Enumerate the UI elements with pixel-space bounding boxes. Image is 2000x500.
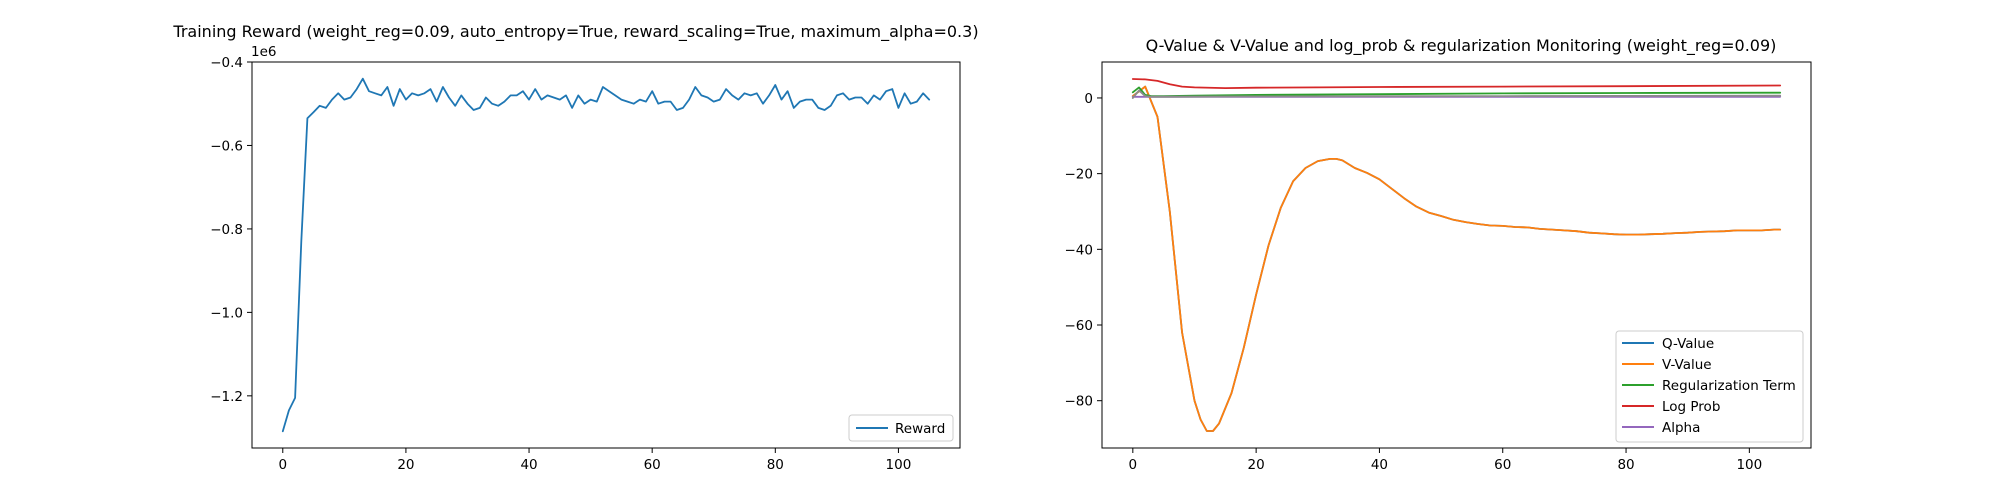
legend: Q-Value V-Value Regularization Term Log …: [1615, 330, 1804, 443]
x-tick-label: 80: [1617, 457, 1634, 473]
legend-label-v-value: V-Value: [1662, 357, 1712, 373]
x-tick-label: 100: [1736, 457, 1762, 473]
y-tick-label: −20: [1065, 167, 1094, 183]
legend-label-q-value: Q-Value: [1662, 336, 1714, 352]
x-tick-label: 80: [767, 457, 784, 473]
y-scale-label: 1e6: [251, 44, 276, 60]
x-tick-label: 0: [278, 457, 287, 473]
y-tick-label: −60: [1065, 318, 1094, 334]
series-line-unlabeled: [1131, 89, 1782, 99]
x-tick-label: 0: [1129, 457, 1138, 473]
y-tick-label: 0: [1084, 91, 1093, 107]
y-tick-label: −40: [1065, 242, 1094, 258]
y-tick-label: −80: [1065, 394, 1094, 410]
chart-title: Q-Value & V-Value and log_prob & regular…: [1146, 36, 1777, 56]
x-tick-label: 20: [397, 457, 414, 473]
x-tick-label: 20: [1248, 457, 1265, 473]
plot-frame: [1101, 61, 1812, 449]
legend-box: [1615, 330, 1804, 443]
x-tick-label: 100: [886, 457, 912, 473]
legend-label-reward: Reward: [895, 421, 945, 437]
chart-title: Training Reward (weight_reg=0.09, auto_e…: [172, 22, 978, 42]
y-tick-label: −0.4: [210, 55, 243, 71]
x-tick-label: 60: [644, 457, 661, 473]
y-tick-label: −0.8: [210, 222, 243, 238]
legend-box: [848, 414, 954, 442]
legend: Reward: [848, 414, 954, 442]
series-line-reward: [281, 77, 931, 433]
legend-label-regularization-term: Regularization Term: [1662, 378, 1796, 394]
series-line-v-value: [1131, 85, 1782, 432]
x-tick-label: 40: [520, 457, 537, 473]
y-tick-label: −0.6: [210, 138, 243, 154]
training-reward-chart: Training Reward (weight_reg=0.09, auto_e…: [172, 22, 978, 473]
series-line-regularization-term: [1131, 86, 1782, 97]
x-tick-label: 40: [1371, 457, 1388, 473]
plot-frame: [251, 61, 961, 449]
y-tick-label: −1.2: [210, 389, 243, 405]
legend-label-alpha: Alpha: [1662, 420, 1700, 436]
monitoring-chart: Q-Value & V-Value and log_prob & regular…: [1065, 36, 1812, 473]
legend-label-log-prob: Log Prob: [1662, 399, 1720, 415]
y-tick-label: −1.0: [210, 305, 243, 321]
x-tick-label: 60: [1494, 457, 1511, 473]
series-line-log-prob: [1131, 78, 1782, 89]
